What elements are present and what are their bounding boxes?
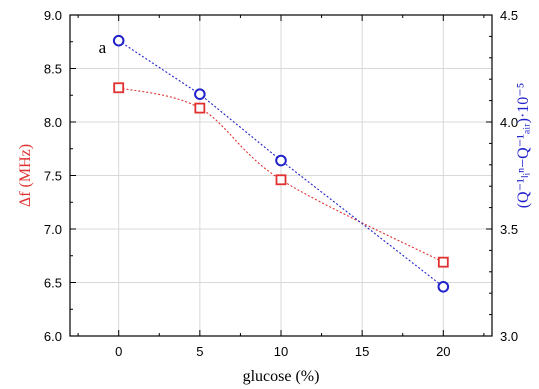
tick-labels: 0 5 10 15 20 6.0 6.5 7.0 7.5 8.0 8.5 9.0 3.0 3.5 4.0 4.… bbox=[44, 8, 518, 359]
axis-ticks bbox=[70, 14, 492, 337]
y-left-tick-label: 7.0 bbox=[44, 222, 62, 237]
y-left-tick-label: 8.0 bbox=[44, 115, 62, 130]
data-point-square bbox=[194, 102, 206, 114]
data-point-circle bbox=[112, 34, 125, 47]
y-left-tick-label: 8.5 bbox=[44, 62, 62, 77]
data-point-circle bbox=[437, 280, 450, 293]
y-left-tick-label: 9.0 bbox=[44, 8, 62, 23]
x-tick-label: 15 bbox=[355, 344, 369, 359]
y-right-tick-label: 4.0 bbox=[500, 115, 518, 130]
y-axis-title-left: Δf (MHz) bbox=[17, 144, 34, 207]
y-axis-title-right: (Q⁻¹ₗᵢⁿ−Q⁻¹ₐᵢᵣ)·10⁻⁵ bbox=[515, 83, 532, 209]
series-line-right bbox=[118, 40, 444, 288]
data-point-square bbox=[113, 82, 125, 94]
grid-lines bbox=[70, 15, 492, 336]
trend-curves bbox=[118, 40, 444, 288]
panel-label: a bbox=[99, 38, 107, 57]
y-left-tick-label: 6.5 bbox=[44, 276, 62, 291]
y-right-tick-label: 4.5 bbox=[500, 8, 518, 23]
series-line-left bbox=[118, 87, 444, 263]
y-left-tick-label: 6.0 bbox=[44, 329, 62, 344]
x-axis-title: glucose (%) bbox=[243, 368, 320, 385]
data-point-square bbox=[275, 174, 287, 186]
x-tick-label: 20 bbox=[436, 344, 450, 359]
data-markers bbox=[112, 34, 450, 293]
data-point-circle bbox=[275, 154, 287, 167]
y-right-tick-label: 3.0 bbox=[500, 329, 518, 344]
y-right-tick-label: 3.5 bbox=[500, 222, 518, 237]
data-point-square bbox=[437, 256, 449, 268]
x-tick-label: 5 bbox=[196, 344, 203, 359]
x-tick-label: 10 bbox=[274, 344, 288, 359]
data-point-circle bbox=[194, 88, 206, 100]
x-tick-label: 0 bbox=[115, 344, 122, 359]
y-left-tick-label: 7.5 bbox=[44, 169, 62, 184]
